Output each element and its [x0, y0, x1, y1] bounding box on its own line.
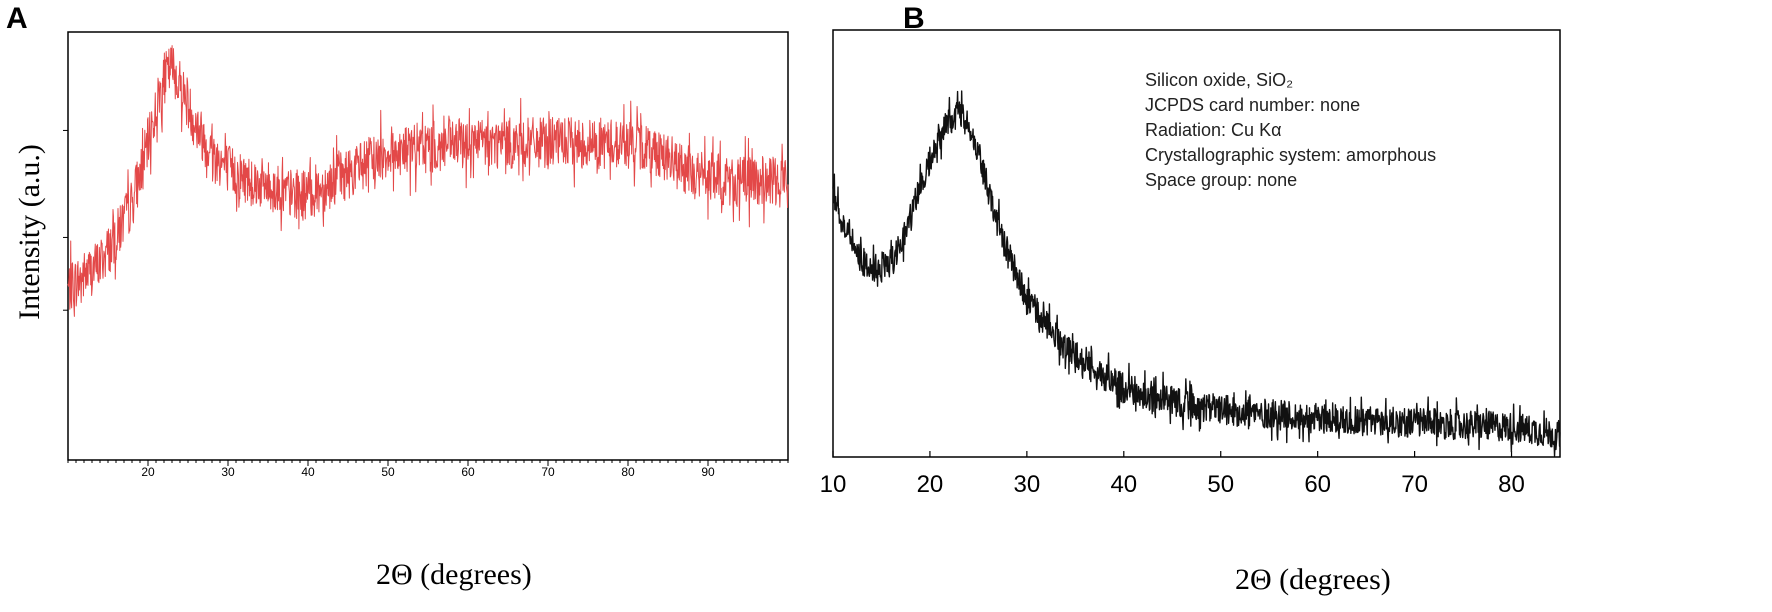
- x-tick-label: 30: [221, 465, 235, 479]
- x-tick-label: 30: [1014, 471, 1041, 498]
- x-tick-label: 80: [1498, 471, 1525, 498]
- annotation-line: Radiation: Cu Kα: [1145, 120, 1281, 140]
- chart-a: 20 30 40 50 60 70 80 90: [63, 31, 789, 479]
- x-tick-label: 80: [621, 465, 635, 479]
- annotation-line: Silicon oxide, SiO₂: [1145, 70, 1293, 90]
- x-tick-label: 10: [820, 471, 847, 498]
- x-tick-label: 20: [917, 471, 944, 498]
- y-axis-title-a: Intensity (a.u.): [13, 144, 46, 320]
- x-tick-label: 70: [1401, 471, 1428, 498]
- x-tick-label: 60: [461, 465, 475, 479]
- annotation-line: Crystallographic system: amorphous: [1145, 145, 1436, 165]
- panel-label-a: A: [6, 2, 28, 35]
- x-tick-label: 40: [301, 465, 315, 479]
- x-axis-title-a: 2Θ (degrees): [376, 558, 532, 591]
- diffraction-series-line: [67, 45, 789, 317]
- x-tick-label: 20: [141, 465, 155, 479]
- x-tick-label: 90: [701, 465, 715, 479]
- x-tick-label: 60: [1304, 471, 1331, 498]
- panel-label-b: B: [903, 2, 925, 35]
- plot-frame: [832, 29, 1561, 458]
- x-tick-label: 50: [1207, 471, 1234, 498]
- plot-frame: [67, 31, 789, 461]
- x-axis-title-b: 2Θ (degrees): [1235, 563, 1391, 596]
- annotation-line: JCPDS card number: none: [1145, 95, 1360, 115]
- annotation-line: Space group: none: [1145, 170, 1297, 190]
- chart-b: 10 20 30 40 50 60 70 80 Silicon oxide, SiO₂ JCPDS…: [820, 29, 1561, 498]
- x-tick-label: 50: [381, 465, 395, 479]
- x-tick-label: 40: [1110, 471, 1137, 498]
- diffraction-series-line: [832, 90, 1561, 457]
- x-tick-label: 70: [541, 465, 555, 479]
